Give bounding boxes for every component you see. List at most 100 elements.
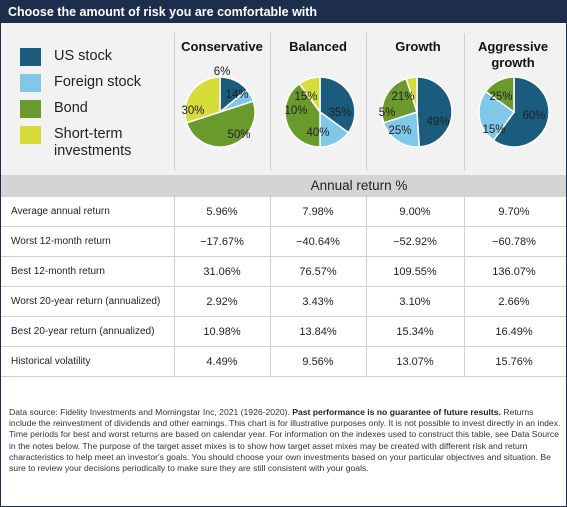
slice-value-label: 40% [306, 127, 329, 139]
row-label: Historical volatility [11, 356, 91, 367]
slice-value-label: 5% [379, 107, 396, 119]
legend-label-bond: Bond [54, 100, 88, 116]
footnote-prefix: Data source: Fidelity Investments and Mo… [9, 407, 293, 417]
table-row: Worst 12-month return −17.67% −40.64% −52.9… [1, 227, 566, 257]
cell-separator [174, 347, 175, 377]
slice-value-label: 6% [214, 66, 231, 78]
short-term-slice [405, 76, 418, 113]
cell-separator [270, 317, 271, 347]
column-separator [270, 33, 271, 171]
row-label: Best 20-year return (annualized) [11, 326, 155, 337]
slice-value-label: 14% [225, 89, 248, 101]
pie-title-growth: Growth [395, 39, 441, 54]
slice-value-label: 10% [284, 105, 307, 117]
cell-separator [366, 197, 367, 227]
table-cell: 9.70% [498, 206, 530, 218]
footnote-rest: Returns include the reinvestment of divi… [9, 407, 561, 474]
table-cell: −17.67% [200, 236, 244, 248]
cell-separator [270, 197, 271, 227]
cell-separator [270, 287, 271, 317]
us-stock-slice [492, 76, 550, 148]
cell-separator [464, 197, 465, 227]
legend-swatch-short-term [20, 126, 41, 144]
legend-label-us-stock: US stock [54, 48, 113, 64]
cell-separator [174, 317, 175, 347]
slice-value-label: 35% [328, 107, 351, 119]
cell-separator [270, 227, 271, 257]
foreign-stock-slice [382, 110, 420, 148]
cell-separator [464, 317, 465, 347]
cell-separator [464, 227, 465, 257]
allocation-area [1, 23, 566, 175]
slice-value-label: 21% [391, 91, 414, 103]
legend-swatch-bond [20, 100, 41, 118]
table-cell: 3.10% [399, 296, 431, 308]
cell-separator [270, 257, 271, 287]
table-cell: 13.84% [299, 326, 337, 338]
row-label: Worst 12-month return [11, 236, 111, 247]
table-cell: 5.96% [206, 206, 238, 218]
pie-balanced: 35% 15% 40% 10% [284, 76, 356, 148]
annual-return-band: Annual return % [1, 175, 566, 197]
column-separator [174, 33, 175, 171]
cell-separator [464, 257, 465, 287]
table-cell: 10.98% [203, 326, 241, 338]
table-cell: −60.78% [492, 236, 536, 248]
row-label: Average annual return [11, 206, 110, 217]
cell-separator [366, 257, 367, 287]
short-term-slice [298, 76, 321, 115]
pie-aggressive-growth: 60% 25% 15% [478, 76, 550, 148]
cell-separator [174, 287, 175, 317]
bond-slice [284, 82, 321, 148]
slice-value-label: 15% [482, 124, 505, 136]
footnote: Data source: Fidelity Investments and Mo… [9, 407, 561, 474]
cell-separator [464, 287, 465, 317]
slice-value-label: 60% [522, 110, 545, 122]
legend-item-foreign-stock: Foreign stock [20, 74, 141, 92]
column-separator [464, 33, 465, 171]
cell-separator [366, 227, 367, 257]
cell-separator [464, 347, 465, 377]
us-stock-slice [416, 76, 453, 148]
table-cell: 16.49% [495, 326, 533, 338]
table-cell: 136.07% [492, 266, 536, 278]
legend-item-us-stock: US stock [20, 48, 112, 66]
table-cell: 3.43% [302, 296, 334, 308]
cell-separator [366, 287, 367, 317]
pie-conservative: 14% 6% 50% 30% [181, 66, 256, 148]
table-cell: 76.57% [299, 266, 337, 278]
table-cell: 9.56% [302, 356, 334, 368]
us-stock-slice [319, 76, 356, 134]
annual-return-label: Annual return % [310, 178, 408, 193]
table-row: Historical volatility 4.49% 9.56% 13.07% 15.… [1, 347, 566, 377]
cell-separator [174, 197, 175, 227]
slice-value-label: 49% [426, 116, 449, 128]
cell-separator [174, 257, 175, 287]
row-label: Worst 20-year return (annualized) [11, 296, 161, 307]
slice-value-label: 25% [388, 125, 411, 137]
pie-title-balanced: Balanced [289, 39, 347, 54]
table-cell: 15.34% [396, 326, 434, 338]
slice-value-label: 25% [489, 91, 512, 103]
slice-value-label: 15% [294, 91, 317, 103]
table-row: Worst 20-year return (annualized) 2.92% 3.… [1, 287, 566, 317]
cell-separator [366, 347, 367, 377]
table-cell: 15.76% [495, 356, 533, 368]
table-cell: −52.92% [393, 236, 437, 248]
table-row: Best 12-month return 31.06% 76.57% 109.55% 1… [1, 257, 566, 287]
pie-growth: 49% 21% 25% 5% [379, 76, 453, 148]
header-title: Choose the amount of risk you are comfor… [1, 1, 566, 23]
legend-item-bond: Bond [20, 100, 88, 118]
bond-slice [484, 76, 515, 114]
row-label: Best 12-month return [11, 266, 105, 277]
table-cell: 109.55% [393, 266, 437, 278]
table-cell: 9.00% [399, 206, 431, 218]
cell-separator [366, 317, 367, 347]
short-term-slice [184, 76, 221, 124]
column-separator [366, 33, 367, 171]
bond-slice [185, 100, 256, 148]
slice-value-label: 30% [181, 105, 204, 117]
table-cell: 2.66% [498, 296, 530, 308]
table-cell: 2.92% [206, 296, 238, 308]
legend-label-short-term: Short-term investments [54, 126, 132, 159]
